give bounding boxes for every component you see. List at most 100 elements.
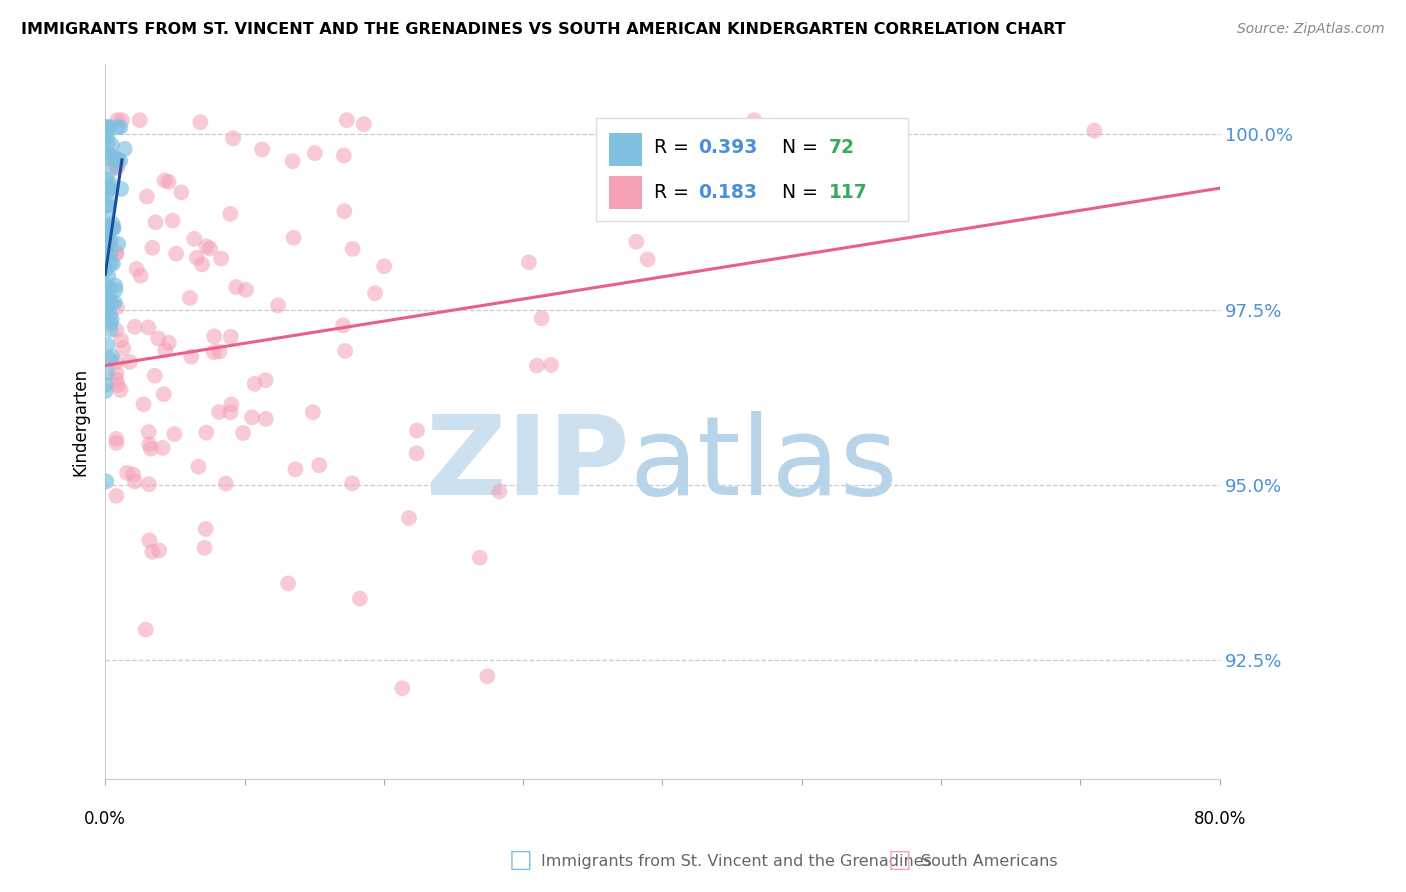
Point xyxy=(155,343,177,358)
Point xyxy=(243,376,266,391)
Point xyxy=(517,255,540,269)
Point xyxy=(141,241,163,255)
Point xyxy=(304,146,326,161)
Point xyxy=(94,219,117,233)
Point xyxy=(194,522,217,536)
Text: ZIP: ZIP xyxy=(426,411,628,518)
Point xyxy=(222,131,245,145)
Point xyxy=(96,172,118,186)
Point xyxy=(94,239,117,253)
Point xyxy=(373,260,395,274)
Point xyxy=(94,377,117,392)
Text: □: □ xyxy=(509,848,531,872)
Point xyxy=(97,225,120,239)
Point xyxy=(128,113,150,128)
Point xyxy=(94,262,117,277)
Text: 0.393: 0.393 xyxy=(699,137,758,156)
Point xyxy=(124,319,146,334)
Text: South Americans: South Americans xyxy=(921,854,1057,869)
Point xyxy=(219,330,242,344)
Point xyxy=(138,437,160,451)
Point xyxy=(333,148,356,162)
Point xyxy=(232,425,254,440)
Point xyxy=(125,262,148,277)
Point xyxy=(100,256,122,270)
Point xyxy=(96,298,118,312)
Point xyxy=(195,425,218,440)
Point xyxy=(129,268,152,283)
Point xyxy=(96,249,118,263)
Text: Source: ZipAtlas.com: Source: ZipAtlas.com xyxy=(1237,22,1385,37)
Point xyxy=(105,301,128,315)
Point xyxy=(97,120,120,135)
Point xyxy=(96,198,118,212)
Point xyxy=(96,366,118,380)
Point xyxy=(202,345,225,359)
Point xyxy=(267,298,290,312)
Point xyxy=(94,304,117,318)
Point xyxy=(104,278,127,293)
Point xyxy=(111,113,134,128)
Point xyxy=(96,198,118,212)
Point xyxy=(97,151,120,165)
Point xyxy=(107,113,129,128)
Point xyxy=(96,245,118,260)
Point xyxy=(209,252,232,266)
Point xyxy=(187,459,209,474)
Point xyxy=(198,242,221,256)
Point xyxy=(157,335,180,350)
Point xyxy=(141,545,163,559)
Point xyxy=(105,158,128,172)
Point xyxy=(107,153,129,167)
Point xyxy=(100,295,122,310)
Point xyxy=(526,359,548,373)
Point xyxy=(110,182,132,196)
Point xyxy=(94,283,117,297)
Point xyxy=(100,322,122,336)
Point xyxy=(138,477,160,491)
Point xyxy=(191,257,214,271)
Point xyxy=(98,120,121,135)
Point xyxy=(96,338,118,352)
Point xyxy=(180,350,202,364)
Point xyxy=(179,291,201,305)
Point xyxy=(148,331,170,345)
Point xyxy=(153,173,176,187)
Point xyxy=(235,283,257,297)
Point xyxy=(202,329,225,343)
Point xyxy=(219,405,242,419)
Point xyxy=(94,258,117,272)
Point xyxy=(118,355,141,369)
Point xyxy=(132,397,155,411)
Point xyxy=(364,286,387,301)
Point xyxy=(94,260,117,274)
Point xyxy=(97,179,120,194)
Point xyxy=(530,311,553,326)
Point xyxy=(195,239,218,253)
Text: atlas: atlas xyxy=(628,411,897,518)
Point xyxy=(94,384,117,398)
Point xyxy=(637,252,659,267)
Point xyxy=(135,623,157,637)
Point xyxy=(97,235,120,250)
Point xyxy=(97,181,120,195)
Point xyxy=(145,215,167,229)
Point xyxy=(277,576,299,591)
Point xyxy=(94,145,117,160)
Point xyxy=(308,458,330,472)
Point xyxy=(105,366,128,380)
Point xyxy=(100,316,122,330)
Text: IMMIGRANTS FROM ST. VINCENT AND THE GRENADINES VS SOUTH AMERICAN KINDERGARTEN CO: IMMIGRANTS FROM ST. VINCENT AND THE GREN… xyxy=(21,22,1066,37)
Point xyxy=(742,113,765,128)
Point xyxy=(94,125,117,139)
Point xyxy=(105,152,128,166)
Point xyxy=(94,209,117,223)
Point xyxy=(333,343,356,358)
Point xyxy=(405,446,427,460)
Point xyxy=(107,237,129,252)
Text: R =: R = xyxy=(654,137,695,156)
Text: □: □ xyxy=(889,848,911,872)
Point xyxy=(96,293,118,308)
Point xyxy=(281,154,304,169)
Text: 72: 72 xyxy=(828,137,855,156)
